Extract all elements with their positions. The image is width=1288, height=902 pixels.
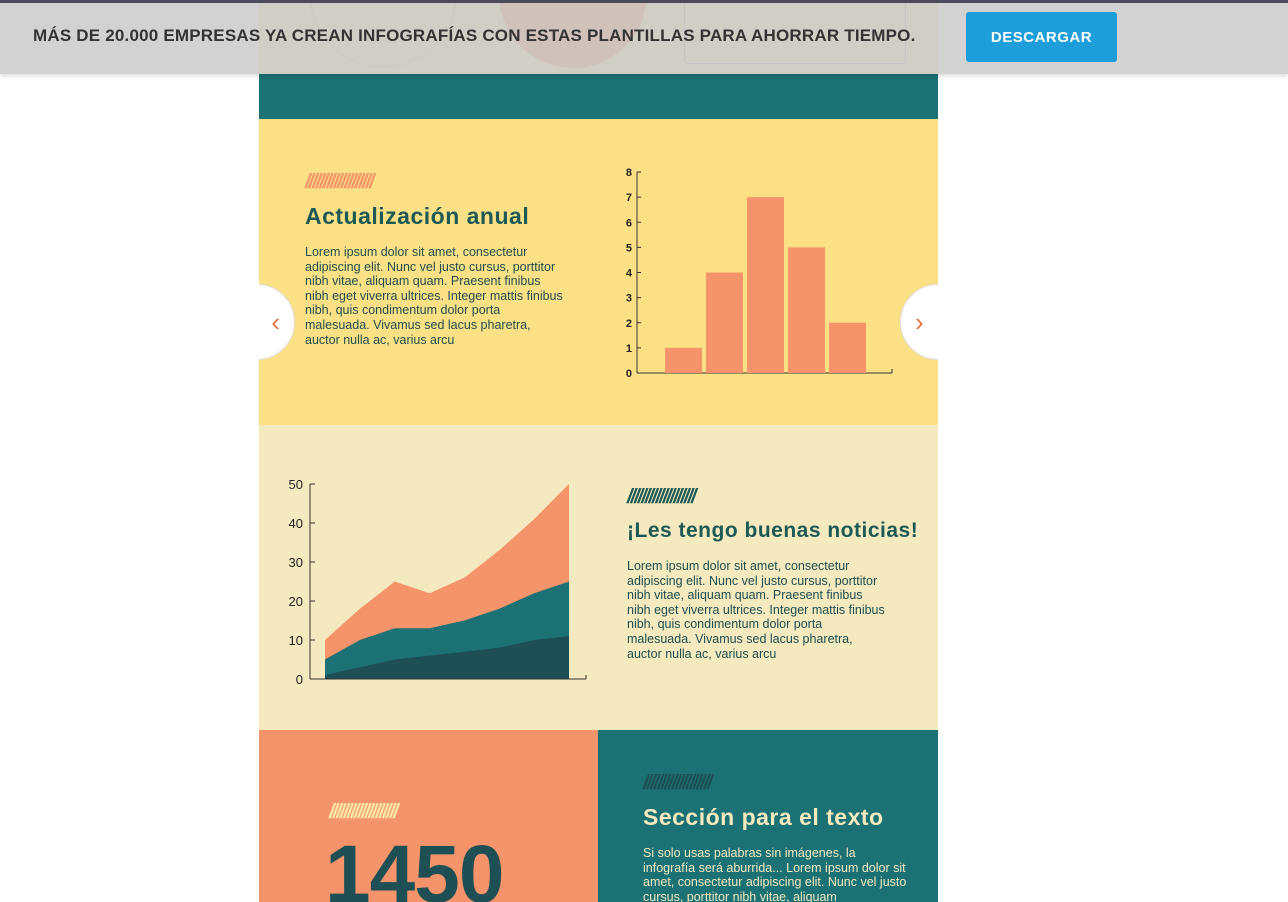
y-tick-label: 0: [296, 672, 303, 687]
y-tick-label: 6: [626, 217, 632, 229]
bar: [665, 347, 702, 373]
section-body: Lorem ipsum dolor sit amet, consectetur …: [305, 245, 563, 347]
y-tick-label: 8: [626, 167, 632, 179]
infographic-preview: /////////////////// Actualización anual …: [259, 0, 938, 902]
download-button[interactable]: DESCARGAR: [966, 12, 1117, 62]
y-tick-label: 1: [626, 343, 632, 355]
section-title: Actualización anual: [305, 203, 530, 229]
bar: [747, 197, 784, 373]
y-tick-label: 10: [289, 633, 303, 648]
big-number: 1450: [325, 829, 504, 902]
section-number: /////////////////// 1450: [259, 730, 598, 902]
hatch-decoration: ///////////////////: [627, 486, 697, 508]
y-tick-label: 40: [289, 516, 303, 531]
promo-banner: MÁS DE 20.000 EMPRESAS YA CREAN INFOGRAF…: [0, 0, 1288, 74]
y-tick-label: 0: [626, 368, 632, 380]
section-text: /////////////////// Sección para el text…: [598, 730, 938, 902]
background-strip: [0, 0, 1288, 3]
section-title: Sección para el texto: [643, 804, 884, 830]
y-tick-label: 30: [289, 555, 303, 570]
section-title: ¡Les tengo buenas noticias!: [627, 519, 919, 542]
bar: [706, 272, 743, 373]
y-tick-label: 5: [626, 242, 632, 254]
hatch-decoration: ///////////////////: [329, 801, 399, 823]
y-tick-label: 7: [626, 192, 632, 204]
hatch-decoration: ///////////////////: [305, 171, 375, 193]
y-tick-label: 20: [289, 594, 303, 609]
y-tick-label: 3: [626, 293, 632, 305]
chevron-right-icon: ›: [915, 306, 924, 337]
section-annual-update: /////////////////// Actualización anual …: [259, 119, 938, 425]
section-body: Lorem ipsum dolor sit amet, consectetur …: [627, 559, 885, 661]
y-tick-label: 4: [626, 268, 633, 280]
area-chart: 0 10 20 30 40 50: [289, 477, 587, 687]
hatch-decoration: ///////////////////: [643, 772, 713, 794]
y-tick-label: 2: [626, 318, 632, 330]
section-good-news: 0 10 20 30 40 50 /////////////////// ¡Les ten…: [259, 425, 938, 730]
banner-text: MÁS DE 20.000 EMPRESAS YA CREAN INFOGRAF…: [33, 26, 916, 45]
section-body: Si solo usas palabras sin imágenes, la i…: [643, 846, 907, 902]
bar-chart: 0 1 2 3 4 5 6 7 8: [626, 167, 893, 380]
area-series: [325, 636, 569, 679]
chevron-left-icon: ‹: [271, 306, 280, 337]
y-tick-label: 50: [289, 477, 303, 492]
bar: [829, 322, 866, 373]
bar: [788, 247, 825, 373]
